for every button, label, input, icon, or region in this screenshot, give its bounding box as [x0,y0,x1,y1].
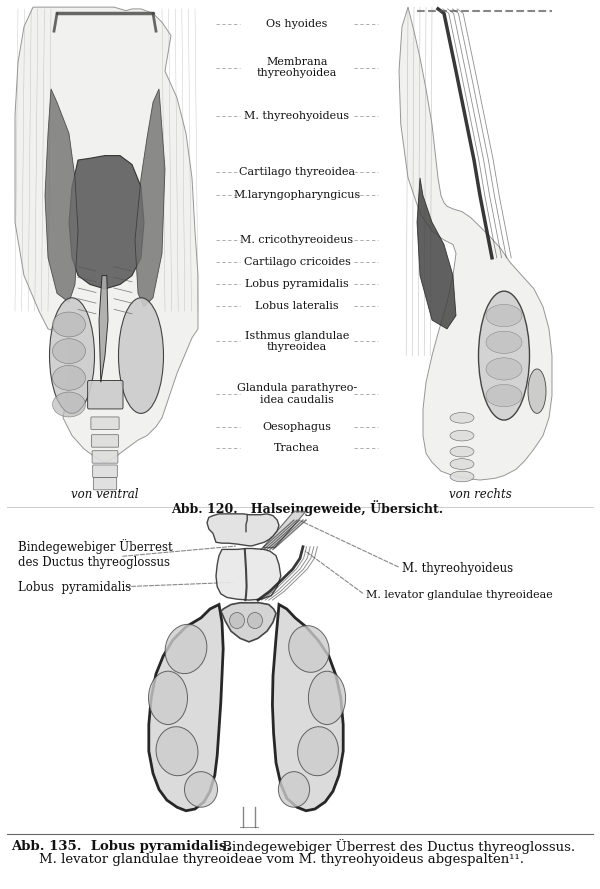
Ellipse shape [486,304,522,326]
Text: M. thyreohyoideus: M. thyreohyoideus [244,111,350,122]
Text: von rechts: von rechts [449,488,511,501]
Polygon shape [263,511,306,548]
Text: Bindegewebiger Überrest des Ductus thyreoglossus.: Bindegewebiger Überrest des Ductus thyre… [218,839,575,853]
Polygon shape [15,7,198,462]
Ellipse shape [450,446,474,457]
Ellipse shape [278,772,310,807]
Text: Abb. 120.   Halseingeweide, Übersicht.: Abb. 120. Halseingeweide, Übersicht. [171,501,443,517]
Ellipse shape [49,298,95,413]
Ellipse shape [479,292,530,420]
Polygon shape [272,605,343,811]
Polygon shape [45,89,78,302]
Polygon shape [69,156,144,289]
Ellipse shape [185,772,218,807]
Ellipse shape [486,331,522,353]
Ellipse shape [486,384,522,407]
Text: Lobus lateralis: Lobus lateralis [255,300,339,311]
Ellipse shape [229,613,245,629]
Text: M. cricothyreoideus: M. cricothyreoideus [241,235,353,245]
Text: Glandula parathyreo-
idea caudalis: Glandula parathyreo- idea caudalis [237,383,357,404]
Polygon shape [417,178,456,329]
Polygon shape [149,605,223,811]
Ellipse shape [450,459,474,469]
Ellipse shape [53,339,86,364]
Text: Membrana
thyreohyoidea: Membrana thyreohyoidea [257,57,337,78]
Text: Bindegewebiger Überrest
des Ductus thyreoglossus: Bindegewebiger Überrest des Ductus thyre… [18,539,173,569]
Ellipse shape [248,613,263,629]
Text: Cartilago cricoides: Cartilago cricoides [244,257,350,268]
Polygon shape [207,514,279,546]
Polygon shape [99,276,108,382]
Ellipse shape [165,624,207,674]
Text: Lobus pyramidalis: Lobus pyramidalis [245,279,349,290]
Ellipse shape [53,365,86,390]
Ellipse shape [450,430,474,441]
Ellipse shape [289,626,329,672]
Text: Oesophagus: Oesophagus [263,421,331,432]
FancyBboxPatch shape [88,380,123,409]
FancyBboxPatch shape [91,417,119,429]
Text: Trachea: Trachea [274,443,320,453]
FancyBboxPatch shape [94,477,116,490]
Polygon shape [221,603,276,642]
FancyBboxPatch shape [93,465,118,477]
Polygon shape [399,7,552,480]
Ellipse shape [298,726,338,776]
Polygon shape [135,89,165,307]
Ellipse shape [119,298,163,413]
Text: Isthmus glandulae
thyreoidea: Isthmus glandulae thyreoidea [245,331,349,352]
Text: Abb. 135.  Lobus pyramidalis.: Abb. 135. Lobus pyramidalis. [11,840,231,853]
Text: M.laryngopharyngicus: M.laryngopharyngicus [233,189,361,200]
Ellipse shape [308,671,346,725]
Text: M. levator glandulae thyreoideae: M. levator glandulae thyreoideae [366,589,553,600]
Ellipse shape [156,726,198,776]
Polygon shape [216,549,281,600]
Text: M. levator glandulae thyreoideae vom M. thyreohyoideus abgespalten¹¹.: M. levator glandulae thyreoideae vom M. … [39,853,524,866]
FancyBboxPatch shape [92,451,118,463]
Ellipse shape [149,671,188,725]
Text: von ventral: von ventral [71,488,139,501]
Ellipse shape [528,369,546,413]
Ellipse shape [450,471,474,482]
Ellipse shape [53,392,86,417]
FancyBboxPatch shape [91,435,119,447]
Ellipse shape [450,412,474,423]
Text: Cartilago thyreoidea: Cartilago thyreoidea [239,166,355,177]
Ellipse shape [53,312,86,337]
Text: Os hyoides: Os hyoides [266,20,328,29]
Text: Lobus  pyramidalis: Lobus pyramidalis [18,581,131,594]
Ellipse shape [486,357,522,380]
Text: M. thyreohyoideus: M. thyreohyoideus [402,562,513,574]
